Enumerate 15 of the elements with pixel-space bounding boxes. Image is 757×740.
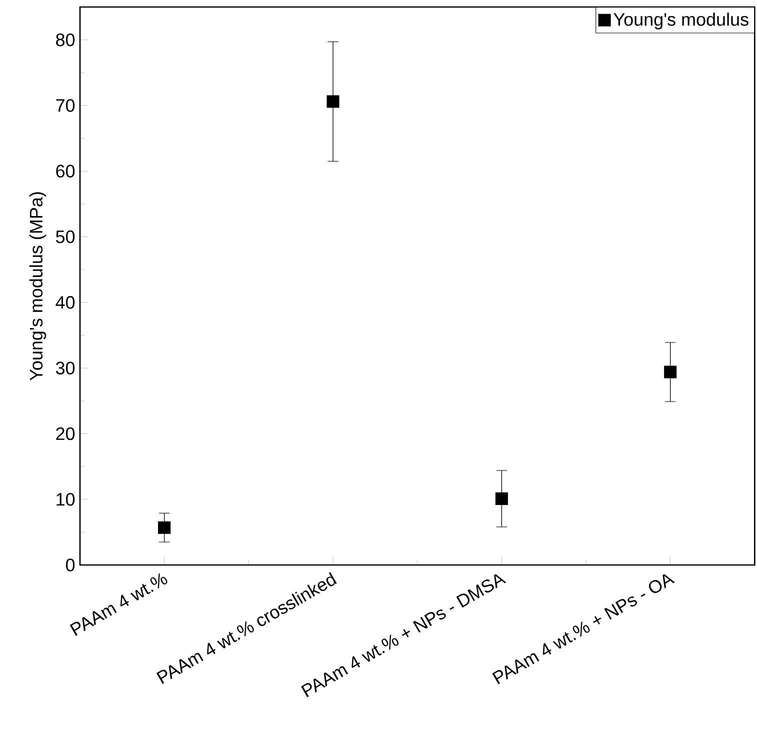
point <box>664 366 677 378</box>
y-tick-label: 40 <box>56 296 75 309</box>
y-axis-title: Young's modulus (MPa) <box>29 192 46 381</box>
y-tick-label: 60 <box>56 164 75 178</box>
legend-label: Young's modulus <box>614 12 748 30</box>
y-tick-label: 70 <box>56 99 75 112</box>
y-tick-label: 10 <box>56 492 75 506</box>
y-tick-label: 0 <box>66 558 75 572</box>
y-tick-label: 20 <box>56 427 75 440</box>
y-tick-label: 50 <box>56 230 75 244</box>
point <box>158 521 171 534</box>
point <box>495 492 508 505</box>
y-tick-label: 80 <box>56 33 75 46</box>
y-tick-label: 30 <box>56 362 75 374</box>
point <box>326 95 340 108</box>
